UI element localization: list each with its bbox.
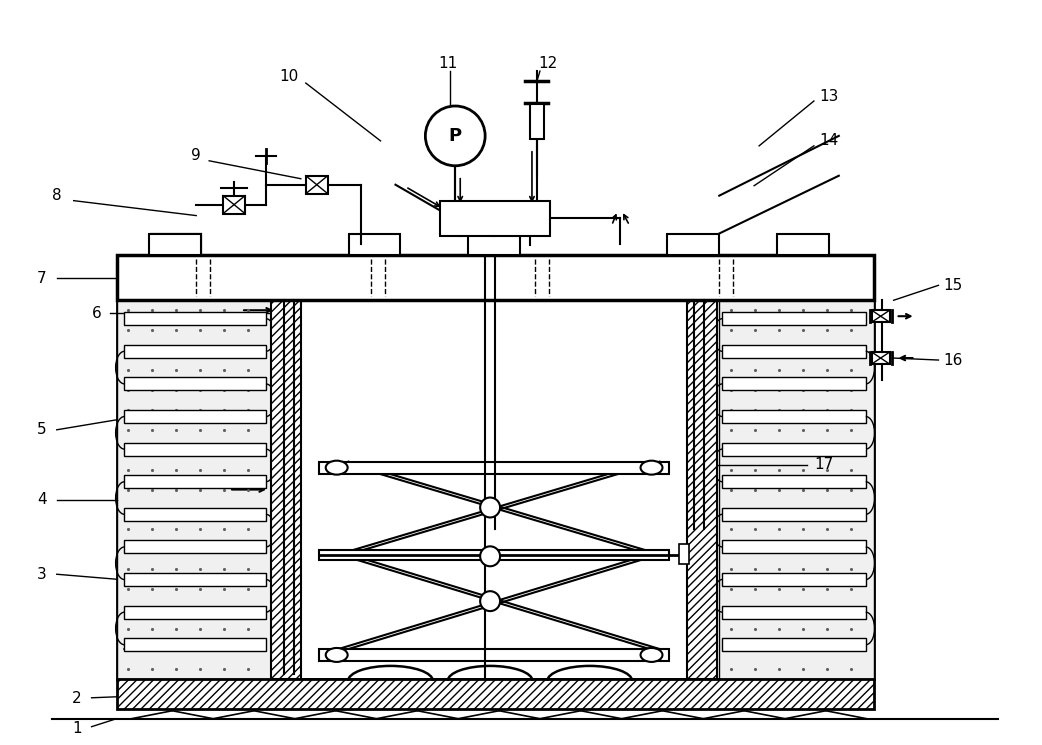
Bar — [271, 300, 301, 679]
Bar — [722, 345, 866, 358]
Text: 12: 12 — [539, 56, 557, 71]
Ellipse shape — [326, 460, 348, 475]
Text: 11: 11 — [439, 56, 457, 71]
Bar — [722, 606, 866, 618]
Text: 8: 8 — [52, 188, 61, 203]
Circle shape — [480, 592, 500, 611]
Bar — [124, 475, 266, 488]
Bar — [722, 312, 866, 325]
Text: P: P — [449, 127, 462, 145]
Circle shape — [425, 106, 486, 166]
Bar — [223, 196, 245, 214]
Text: 4: 4 — [36, 492, 47, 507]
Bar — [151, 233, 201, 256]
Bar — [872, 352, 890, 364]
Bar — [722, 638, 866, 651]
Text: 6: 6 — [92, 305, 101, 320]
Text: 3: 3 — [36, 567, 47, 582]
Bar — [305, 176, 328, 194]
Bar — [124, 508, 266, 521]
Bar — [149, 233, 201, 256]
Ellipse shape — [641, 460, 663, 475]
Bar — [151, 233, 201, 256]
Circle shape — [480, 546, 500, 566]
Bar — [872, 310, 890, 322]
Bar — [319, 462, 669, 474]
Bar — [124, 410, 266, 423]
Bar — [124, 606, 266, 618]
Bar — [124, 312, 266, 325]
Text: 10: 10 — [279, 69, 298, 83]
Ellipse shape — [326, 648, 348, 662]
Text: 15: 15 — [944, 278, 963, 293]
Bar — [722, 508, 866, 521]
Bar — [124, 573, 266, 586]
Bar — [124, 638, 266, 651]
Text: 9: 9 — [192, 148, 201, 163]
Bar — [117, 300, 873, 679]
Bar — [441, 200, 550, 235]
Bar — [722, 443, 866, 456]
Bar — [719, 300, 873, 679]
Text: 13: 13 — [819, 89, 839, 104]
Bar — [722, 475, 866, 488]
Text: 7: 7 — [36, 271, 47, 286]
Bar — [124, 540, 266, 554]
Bar — [777, 233, 828, 256]
Bar — [722, 573, 866, 586]
Circle shape — [480, 498, 500, 518]
Text: 5: 5 — [36, 422, 47, 437]
Bar — [349, 233, 400, 256]
Ellipse shape — [641, 648, 663, 662]
Bar — [530, 104, 544, 139]
Bar — [688, 300, 717, 679]
Bar — [668, 233, 719, 256]
Bar — [722, 378, 866, 390]
Bar — [319, 649, 669, 661]
Bar — [722, 540, 866, 554]
Bar — [124, 443, 266, 456]
Text: 16: 16 — [944, 352, 963, 367]
Bar — [117, 256, 873, 300]
Bar — [468, 233, 520, 256]
Bar — [117, 300, 271, 679]
Bar — [124, 378, 266, 390]
Bar — [124, 345, 266, 358]
Text: 14: 14 — [819, 133, 839, 148]
Bar — [117, 679, 873, 708]
Bar — [679, 545, 690, 564]
Bar — [319, 551, 669, 560]
Text: 2: 2 — [72, 691, 81, 706]
Text: 17: 17 — [814, 457, 834, 472]
Bar — [722, 410, 866, 423]
Text: 1: 1 — [72, 721, 81, 736]
